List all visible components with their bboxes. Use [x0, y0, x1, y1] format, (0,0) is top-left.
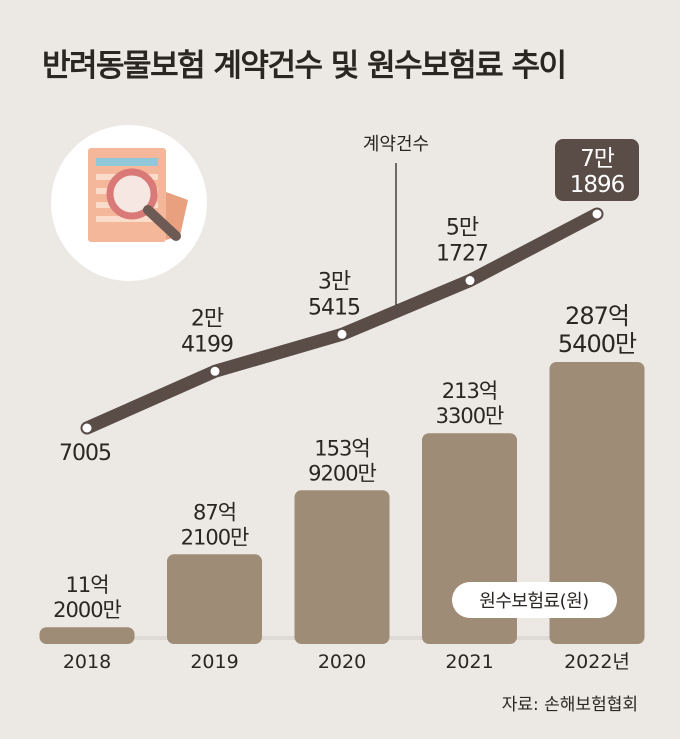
- x-tick-label: 2021: [445, 651, 493, 673]
- bar-2018: [39, 627, 135, 644]
- line-point: [82, 423, 92, 433]
- line-value-label: 2만 4199: [181, 306, 233, 357]
- bar-2019: [167, 554, 262, 644]
- bar-2022년: [549, 362, 645, 644]
- chart-title: 반려동물보험 계약건수 및 원수보험료 추이: [42, 48, 567, 84]
- x-tick-label: 2018: [63, 651, 111, 673]
- line-point: [465, 276, 475, 286]
- bar-value-label: 213억 3300만: [436, 379, 504, 428]
- bar-legend-label: 원수보험료(원): [479, 591, 588, 612]
- line-point: [592, 209, 602, 219]
- line-value-label: 3만 5415: [308, 269, 360, 320]
- x-tick-label: 2019: [190, 651, 238, 673]
- source-note: 자료: 손해보험협회: [501, 695, 638, 715]
- bar-value-label: 153억 9200만: [308, 436, 376, 485]
- document-magnifier-icon: [51, 125, 207, 281]
- line-value-label: 5만 1727: [436, 216, 488, 267]
- bar-2020: [294, 490, 390, 644]
- highlight-box: [555, 139, 639, 201]
- bar-value-label: 87억 2100만: [181, 500, 249, 549]
- bar-legend-pill: [452, 582, 617, 618]
- line-point: [337, 329, 347, 339]
- bar-value-label: 11억 2000만: [53, 573, 121, 622]
- x-tick-label: 2022년: [564, 651, 630, 673]
- line-value-label: 7만 1896: [570, 146, 625, 198]
- bar-value-label: 287억 5400만: [558, 302, 637, 358]
- line-point: [210, 366, 220, 376]
- line-series-label: 계약건수: [363, 134, 429, 155]
- line-value-label: 7005: [59, 441, 111, 466]
- x-tick-label: 2020: [318, 651, 366, 673]
